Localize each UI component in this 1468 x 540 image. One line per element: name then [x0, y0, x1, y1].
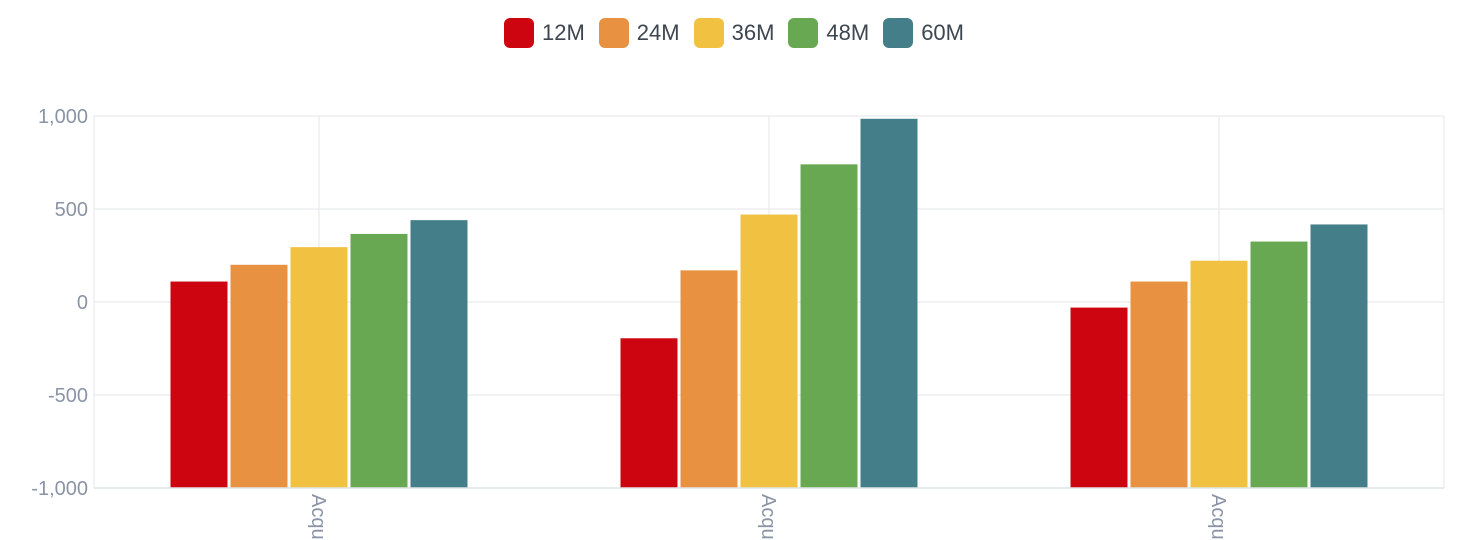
bar-48m-1 — [800, 164, 858, 489]
legend-item-48m[interactable]: 48M — [788, 18, 869, 48]
y-tick-label: -500 — [48, 385, 88, 407]
legend-swatch-12m — [504, 18, 534, 48]
legend-item-12m[interactable]: 12M — [504, 18, 585, 48]
legend-label-24m: 24M — [636, 20, 680, 45]
bar-48m-0 — [350, 233, 408, 488]
chart-legend: 12M 24M 36M 48M 60M — [0, 18, 1468, 48]
legend-swatch-36m — [693, 18, 724, 48]
legend-label-60m: 60M — [921, 20, 964, 45]
bar-12m-2 — [1070, 307, 1128, 488]
bar-60m-2 — [1310, 224, 1368, 489]
bar-12m-1 — [620, 338, 678, 488]
bar-36m-1 — [740, 214, 798, 488]
bar-48m-2 — [1250, 241, 1308, 488]
y-tick-label: 1,000 — [38, 106, 88, 128]
y-tick-label: 500 — [55, 199, 88, 221]
bar-60m-0 — [410, 220, 468, 488]
bar-24m-2 — [1130, 281, 1188, 488]
bar-36m-2 — [1190, 260, 1248, 488]
bar-60m-1 — [860, 118, 918, 488]
bar-12m-0 — [170, 281, 228, 488]
bar-24m-1 — [680, 270, 738, 488]
legend-swatch-24m — [598, 18, 629, 48]
legend-item-36m[interactable]: 36M — [693, 18, 775, 48]
x-tick-label: Acqu — [757, 494, 779, 540]
x-tick-label: Acqu — [307, 494, 329, 540]
legend-item-60m[interactable]: 60M — [883, 18, 964, 48]
legend-swatch-60m — [883, 18, 914, 48]
legend-label-36m: 36M — [731, 20, 775, 45]
legend-label-12m: 12M — [542, 20, 585, 45]
x-tick-label: Acqu — [1207, 494, 1229, 540]
bar-24m-0 — [230, 264, 288, 488]
y-tick-label: 0 — [77, 292, 88, 314]
legend-swatch-48m — [788, 18, 819, 48]
legend-label-48m: 48M — [826, 20, 870, 45]
bar-36m-0 — [290, 247, 348, 488]
legend-item-24m[interactable]: 24M — [598, 18, 680, 48]
y-tick-label: -1,000 — [31, 478, 88, 500]
